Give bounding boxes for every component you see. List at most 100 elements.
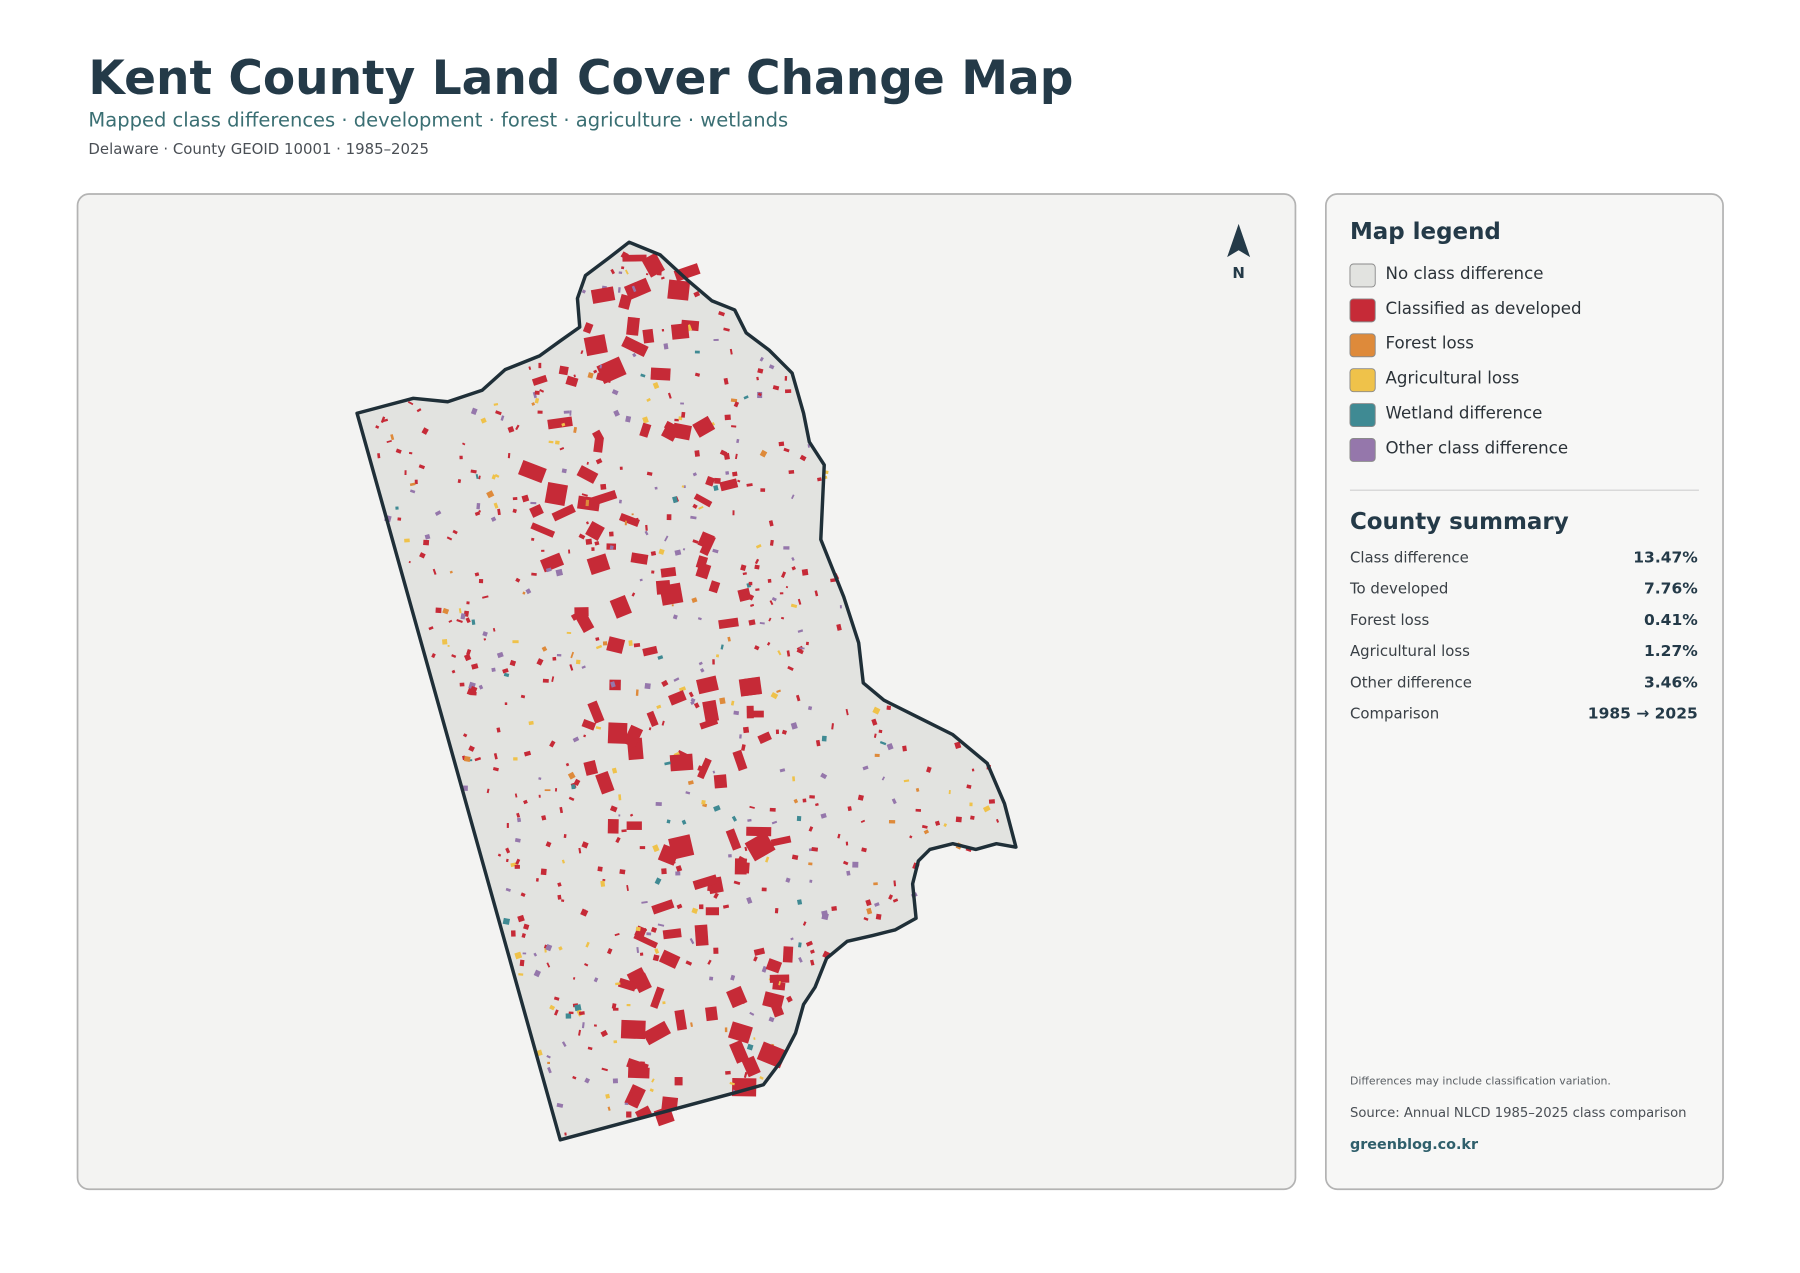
change-patch (724, 1027, 728, 1033)
change-patch (754, 564, 760, 570)
change-patch (494, 473, 500, 478)
credit: greenblog.co.kr (1350, 1137, 1479, 1153)
change-patch (691, 907, 699, 915)
change-patch (663, 343, 669, 350)
change-patch (626, 885, 629, 891)
change-patch (530, 501, 537, 505)
change-patch (533, 969, 541, 978)
change-patch (452, 529, 458, 535)
change-patch (646, 932, 652, 936)
footnote: Differences may include classification v… (1350, 1075, 1611, 1088)
change-patch (491, 667, 496, 672)
change-patch (742, 726, 750, 734)
change-patch (754, 645, 760, 651)
change-patch (692, 874, 719, 890)
change-patch (674, 549, 682, 556)
change-patch (748, 581, 753, 586)
change-patch (692, 472, 697, 477)
change-patch (561, 422, 566, 427)
change-patch (757, 392, 762, 397)
change-patch (656, 704, 662, 709)
change-patch (744, 831, 776, 862)
change-patch (765, 856, 770, 863)
change-patch (641, 900, 648, 904)
change-patch (769, 539, 774, 546)
change-patch (545, 943, 553, 952)
change-patch (423, 539, 430, 546)
change-patch (600, 483, 607, 490)
change-patch (808, 862, 813, 866)
change-patch (538, 362, 542, 369)
change-patch (888, 820, 896, 824)
summary-label: Forest loss (1350, 611, 1430, 629)
change-patch (553, 996, 560, 1001)
change-patch (421, 427, 429, 435)
change-patch (645, 273, 649, 276)
change-patch (544, 481, 568, 506)
change-patch (770, 691, 779, 700)
legend-swatch (1349, 263, 1376, 288)
change-patch (529, 503, 544, 518)
change-patch (685, 960, 693, 966)
change-patch (471, 619, 476, 625)
change-patch (685, 791, 691, 795)
change-patch (673, 677, 680, 682)
change-patch (478, 684, 484, 690)
change-patch (609, 805, 618, 813)
change-patch (654, 993, 660, 1000)
change-patch (731, 815, 738, 822)
change-patch (515, 858, 521, 865)
change-patch (507, 426, 515, 433)
change-patch (581, 493, 588, 497)
change-patch (660, 567, 677, 578)
change-patch (522, 952, 527, 955)
change-patch (465, 617, 471, 624)
change-patch (733, 710, 740, 716)
change-patch (617, 977, 637, 992)
change-patch (697, 617, 702, 621)
source: Source: Annual NLCD 1985–2025 class comp… (1350, 1106, 1687, 1121)
change-patch (873, 733, 877, 738)
change-patch (799, 647, 805, 650)
change-patch (446, 536, 453, 541)
change-patch (891, 798, 897, 805)
change-patch (409, 482, 416, 487)
change-patch (636, 947, 640, 953)
change-patch (798, 942, 802, 948)
change-patch (652, 381, 660, 390)
change-patch (539, 552, 565, 573)
change-patch (698, 505, 704, 510)
change-patch (642, 645, 658, 657)
change-patch (568, 1011, 574, 1015)
change-patch (629, 813, 634, 817)
change-patch (915, 808, 922, 812)
change-patch (639, 846, 646, 850)
change-patch (539, 388, 545, 393)
change-patch (565, 375, 579, 388)
change-patch (581, 1022, 585, 1029)
change-patch (635, 689, 639, 696)
change-patch (809, 879, 813, 883)
change-patch (771, 820, 778, 825)
change-patch (642, 1020, 672, 1046)
change-patch (719, 697, 726, 705)
change-patch (541, 815, 547, 821)
change-patch (632, 352, 637, 358)
change-patch (558, 365, 569, 376)
change-patch (791, 854, 799, 860)
change-patch (713, 338, 719, 342)
change-patch (578, 1029, 582, 1036)
change-patch (654, 948, 660, 954)
change-patch (785, 877, 791, 883)
change-patch (651, 1078, 655, 1083)
change-patch (712, 548, 719, 554)
change-patch (675, 871, 681, 876)
change-patch (377, 453, 381, 459)
change-patch (768, 1016, 775, 1023)
change-patch (695, 562, 712, 580)
change-patch (584, 1077, 591, 1084)
change-patch (586, 553, 611, 576)
change-patch (732, 471, 738, 477)
change-patch (463, 755, 471, 763)
change-patch (815, 803, 819, 807)
